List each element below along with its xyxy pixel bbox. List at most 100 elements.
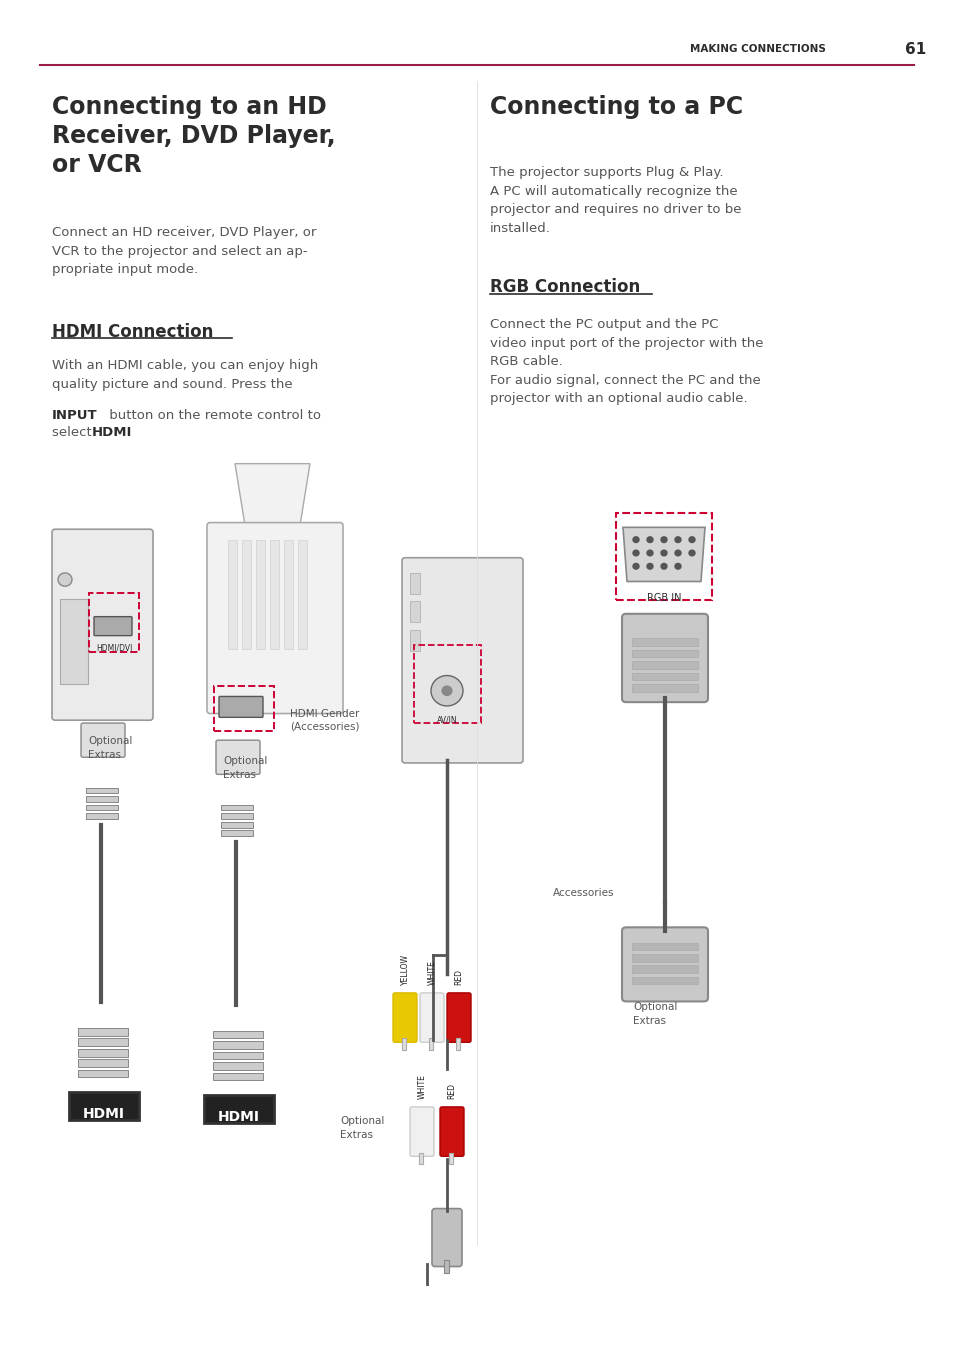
Bar	[221, 804, 253, 811]
Bar	[284, 540, 293, 649]
Bar	[418, 1152, 422, 1164]
Bar	[631, 976, 698, 984]
Bar	[221, 822, 253, 827]
Text: Connecting to a PC: Connecting to a PC	[490, 95, 742, 119]
Text: AV/IN: AV/IN	[436, 715, 456, 724]
Bar	[78, 1028, 128, 1036]
FancyBboxPatch shape	[621, 613, 707, 703]
Bar	[449, 1152, 453, 1164]
Text: Accessories: Accessories	[553, 888, 614, 898]
Text: Connecting to an HD
Receiver, DVD Player,
or VCR: Connecting to an HD Receiver, DVD Player…	[52, 95, 335, 176]
Text: .: .	[122, 425, 126, 439]
Text: MAKING CONNECTIONS: MAKING CONNECTIONS	[689, 45, 825, 54]
Text: HDMI: HDMI	[91, 425, 132, 439]
FancyBboxPatch shape	[401, 558, 522, 762]
Text: INPUT: INPUT	[52, 409, 97, 421]
FancyBboxPatch shape	[215, 741, 260, 774]
Circle shape	[431, 676, 462, 705]
Bar	[631, 650, 698, 658]
Bar	[631, 684, 698, 692]
FancyBboxPatch shape	[219, 696, 263, 718]
Bar	[631, 639, 698, 646]
FancyBboxPatch shape	[94, 616, 132, 635]
Text: 61: 61	[904, 42, 925, 57]
Bar	[213, 1063, 263, 1070]
Text: WHITE: WHITE	[427, 960, 436, 986]
Circle shape	[509, 1327, 515, 1332]
Circle shape	[675, 563, 680, 569]
Circle shape	[660, 550, 666, 556]
FancyBboxPatch shape	[69, 1091, 139, 1120]
Bar	[631, 673, 698, 680]
Text: Optional
Extras: Optional Extras	[88, 737, 132, 760]
Circle shape	[633, 563, 639, 569]
Bar	[228, 540, 236, 649]
Bar	[213, 1041, 263, 1049]
Bar	[631, 965, 698, 974]
Circle shape	[660, 536, 666, 543]
Text: HDMI Gender
(Accessories): HDMI Gender (Accessories)	[290, 708, 359, 733]
Circle shape	[646, 536, 652, 543]
FancyBboxPatch shape	[432, 1209, 461, 1266]
FancyBboxPatch shape	[204, 1094, 274, 1122]
Bar	[213, 1030, 263, 1039]
Circle shape	[414, 1317, 439, 1342]
Bar	[410, 573, 419, 594]
Bar	[429, 1039, 433, 1049]
Text: HDMI: HDMI	[218, 1110, 260, 1124]
Bar	[631, 661, 698, 669]
Circle shape	[58, 573, 71, 586]
Circle shape	[633, 536, 639, 543]
Bar	[242, 540, 251, 649]
Bar	[86, 814, 118, 819]
FancyBboxPatch shape	[207, 523, 343, 714]
Text: RGB Connection: RGB Connection	[490, 279, 639, 297]
Bar	[631, 955, 698, 961]
Circle shape	[646, 563, 652, 569]
Circle shape	[633, 550, 639, 556]
Text: Connect the PC output and the PC
video input port of the projector with the
RGB : Connect the PC output and the PC video i…	[490, 318, 762, 405]
Bar	[255, 540, 265, 649]
Bar	[270, 540, 278, 649]
FancyBboxPatch shape	[497, 1315, 612, 1343]
Bar	[86, 804, 118, 811]
Bar	[78, 1070, 128, 1078]
Bar	[86, 788, 118, 793]
Circle shape	[688, 536, 695, 543]
Text: With an HDMI cable, you can enjoy high
quality picture and sound. Press the: With an HDMI cable, you can enjoy high q…	[52, 359, 318, 391]
FancyBboxPatch shape	[393, 992, 416, 1043]
Bar	[221, 830, 253, 837]
Circle shape	[544, 1327, 551, 1332]
Text: button on the remote control to: button on the remote control to	[105, 409, 320, 421]
Bar	[456, 1039, 459, 1049]
Circle shape	[441, 686, 452, 696]
FancyBboxPatch shape	[52, 529, 152, 720]
Bar	[379, 1311, 659, 1347]
Bar	[86, 796, 118, 802]
Bar	[631, 942, 698, 951]
Polygon shape	[234, 463, 310, 525]
Bar	[213, 1052, 263, 1059]
Text: Optional
Extras: Optional Extras	[633, 1002, 677, 1025]
Bar	[401, 1039, 406, 1049]
Text: YELLOW: YELLOW	[400, 955, 409, 986]
Text: RED: RED	[447, 1083, 456, 1099]
Text: RED: RED	[454, 969, 463, 986]
Circle shape	[421, 1324, 432, 1334]
Text: The projector supports Plug & Play.
A PC will automatically recognize the
projec: The projector supports Plug & Play. A PC…	[490, 167, 740, 234]
Text: Connect an HD receiver, DVD Player, or
VCR to the projector and select an ap-
pr: Connect an HD receiver, DVD Player, or V…	[52, 226, 316, 276]
Text: HDMI: HDMI	[83, 1108, 125, 1121]
FancyBboxPatch shape	[81, 723, 125, 757]
Circle shape	[675, 536, 680, 543]
Bar	[410, 630, 419, 651]
Circle shape	[646, 550, 652, 556]
Text: select: select	[52, 425, 96, 439]
Circle shape	[562, 1327, 568, 1332]
Circle shape	[660, 563, 666, 569]
Bar	[78, 1049, 128, 1056]
Circle shape	[526, 1327, 533, 1332]
Text: RGB IN: RGB IN	[646, 593, 680, 603]
FancyBboxPatch shape	[447, 992, 471, 1043]
FancyBboxPatch shape	[410, 1108, 434, 1156]
Text: Optional
Extras: Optional Extras	[339, 1117, 384, 1140]
